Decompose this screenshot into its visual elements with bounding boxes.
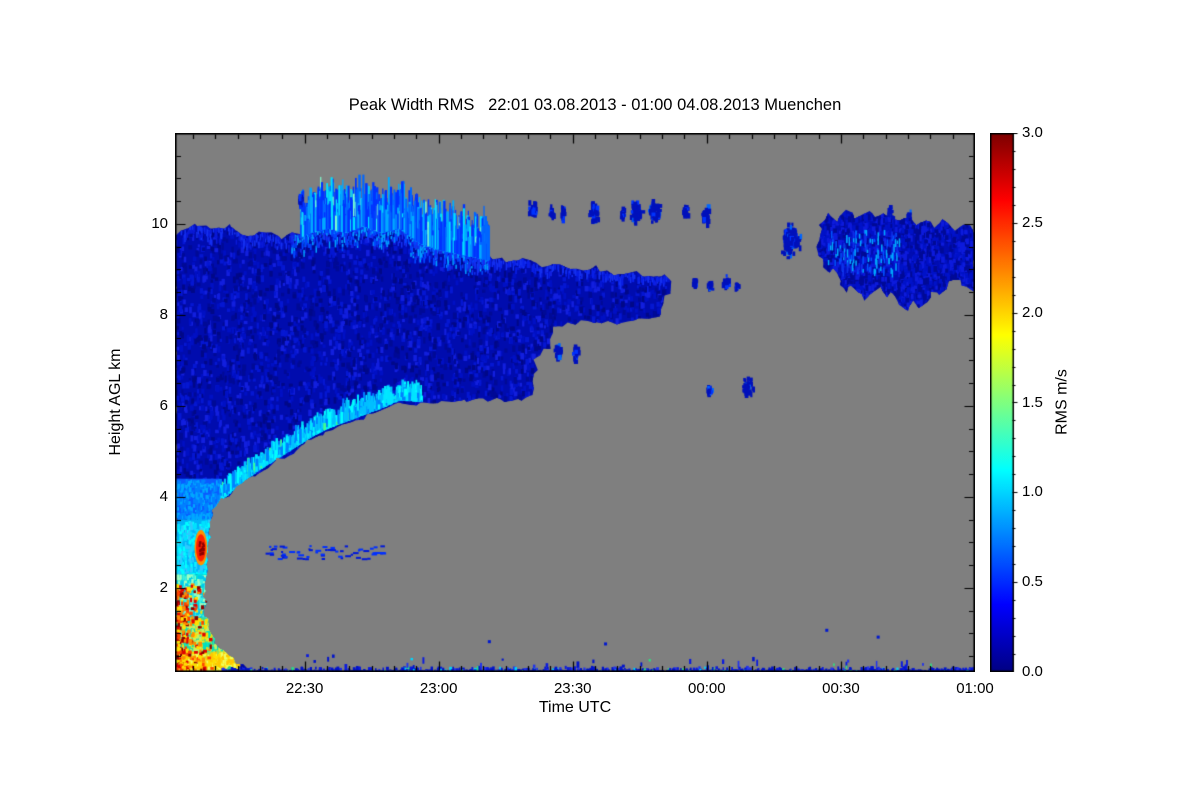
y-tick-label: 10 xyxy=(151,214,168,232)
x-tick-label: 23:00 xyxy=(419,680,458,697)
colorbar-tick-label: 0.5 xyxy=(1022,573,1043,591)
x-tick-label: 01:00 xyxy=(956,680,994,697)
y-tick-label: 8 xyxy=(159,305,168,323)
colorbar-tick-label: 2.5 xyxy=(1022,213,1043,231)
x-tick-label: 00:00 xyxy=(688,680,726,697)
x-tick-label: 00:30 xyxy=(822,680,860,697)
x-tick-label: 23:30 xyxy=(553,680,592,697)
colorbar-tick-label: 3.0 xyxy=(1022,124,1043,141)
colorbar xyxy=(990,133,1020,672)
colorbar-tick-label: 0.0 xyxy=(1022,663,1043,680)
heatmap-canvas xyxy=(175,133,975,672)
colorbar-label: RMS m/s xyxy=(1053,369,1071,435)
y-tick-label: 4 xyxy=(159,487,168,505)
x-axis-label: Time UTC xyxy=(538,699,612,716)
chart-title: Peak Width RMS 22:01 03.08.2013 - 01:00 … xyxy=(348,96,842,114)
colorbar-tick-label: 1.5 xyxy=(1022,393,1043,411)
x-tick-label: 22:30 xyxy=(285,680,324,697)
colorbar-tick-label: 1.0 xyxy=(1022,483,1043,501)
y-axis-label: Height AGL km xyxy=(107,348,124,456)
colorbar-tick-label: 2.0 xyxy=(1022,303,1043,321)
plot-area xyxy=(175,133,975,672)
y-tick-label: 6 xyxy=(159,396,168,414)
y-tick-label: 2 xyxy=(159,578,168,596)
